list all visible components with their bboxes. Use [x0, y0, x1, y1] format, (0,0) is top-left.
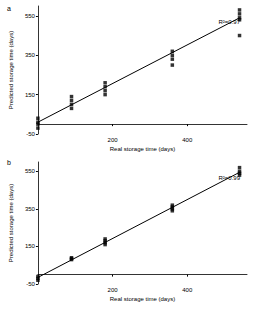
svg-text:400: 400 [182, 137, 193, 143]
svg-text:150: 150 [25, 243, 36, 249]
svg-text:150: 150 [25, 92, 36, 98]
svg-text:Real storage time (days): Real storage time (days) [110, 296, 175, 302]
svg-text:550: 550 [25, 168, 36, 174]
svg-text:350: 350 [25, 52, 36, 58]
svg-text:R²=0.97: R²=0.97 [218, 19, 240, 25]
svg-text:Predicted storage time (days): Predicted storage time (days) [8, 31, 14, 109]
svg-text:-50: -50 [26, 131, 35, 137]
svg-text:b: b [7, 159, 11, 166]
svg-text:550: 550 [25, 13, 36, 19]
svg-text:a: a [7, 5, 11, 12]
svg-text:200: 200 [108, 137, 119, 143]
svg-text:-50: -50 [26, 281, 35, 287]
svg-text:Predicted storage time (days): Predicted storage time (days) [8, 184, 14, 262]
svg-text:Real storage time (days): Real storage time (days) [110, 146, 175, 152]
svg-text:350: 350 [25, 206, 36, 212]
svg-text:R²=0.99: R²=0.99 [218, 175, 240, 181]
svg-text:400: 400 [182, 287, 193, 293]
svg-text:200: 200 [108, 287, 119, 293]
